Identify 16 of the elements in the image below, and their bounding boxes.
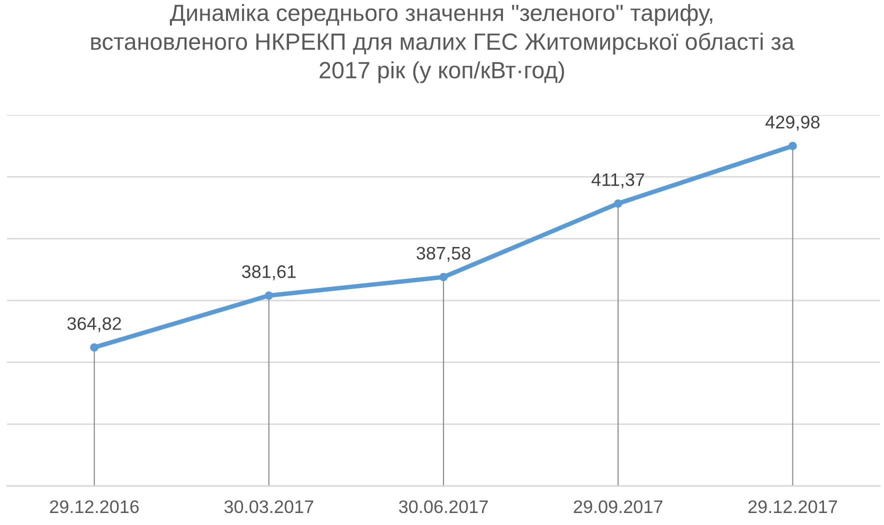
point bbox=[439, 272, 448, 282]
chart-title: Динаміка середнього значення "зеленого" тарифу, встановленого НКРЕКП для малих ГЕС Житомирської області за 2017 рік (у коп/кВт·год) bbox=[91, 4, 794, 84]
point bbox=[614, 199, 622, 208]
point bbox=[788, 142, 797, 150]
data-label: 381,61 bbox=[242, 265, 296, 280]
data-label: 364,82 bbox=[67, 317, 122, 332]
x-tick-label: 29.09.2017 bbox=[574, 500, 662, 514]
x-tick-label: 30.03.2017 bbox=[224, 500, 314, 514]
x-tick-label: 29.12.2017 bbox=[748, 500, 837, 514]
x-tick-label: 29.12.2016 bbox=[50, 500, 139, 514]
point bbox=[264, 291, 274, 300]
data-label: 387,58 bbox=[416, 246, 470, 262]
data-label: 411,37 bbox=[592, 173, 644, 188]
x-tick-label: 30.06.2017 bbox=[399, 500, 488, 514]
point bbox=[90, 343, 98, 352]
data-label: 429,98 bbox=[766, 116, 820, 131]
